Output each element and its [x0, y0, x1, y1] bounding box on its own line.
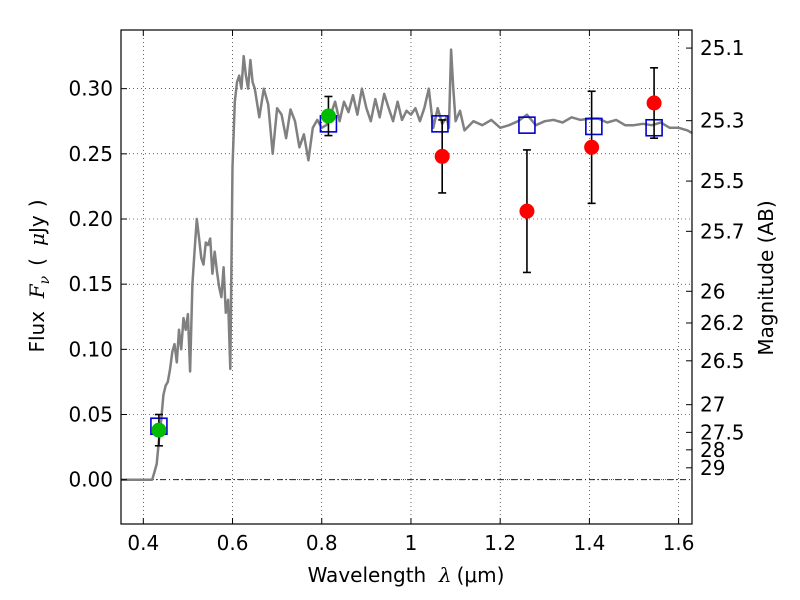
y2-tick-label: 25.1: [700, 36, 745, 60]
green-data-point: [151, 422, 167, 438]
y2-tick-label: 25.7: [700, 219, 745, 243]
plot-frame: [120, 29, 693, 525]
y2-tick-label: 27.5: [700, 420, 745, 444]
model-band-square: [431, 115, 449, 133]
red-data-point: [434, 148, 450, 164]
y-axis-label-symbol: F: [25, 283, 49, 299]
y-axis-label: Flux Fν ( μJy): [25, 199, 53, 352]
x-tick-label: 0.6: [217, 531, 249, 555]
y2-tick-label: 28: [700, 438, 725, 462]
x-tick-label: 0.4: [127, 531, 159, 555]
y2-axis-label: Magnitude (AB): [754, 200, 778, 355]
model-sed-line: [121, 48, 693, 481]
x-axis-label-symbol: λ: [438, 563, 452, 587]
y2-tick-label: 26.5: [700, 349, 745, 373]
grid: [121, 30, 692, 524]
y-tick-label: 0.10: [68, 337, 113, 361]
y-axis-label-mu: μ: [25, 233, 49, 246]
photometry-markers: [150, 66, 663, 447]
x-tick-label: 1.4: [573, 531, 605, 555]
y2-tick-label: 26.2: [700, 311, 745, 335]
y-tick-label: 0.00: [68, 468, 113, 492]
x-tick-label: 0.8: [306, 531, 338, 555]
y2-tick-label: 25.3: [700, 109, 745, 133]
model-band-square: [585, 117, 603, 136]
y-axis-label-subscript: ν: [37, 275, 53, 284]
y2-tick-label: 25.5: [700, 169, 745, 193]
y-tick-label: 0.25: [68, 142, 113, 166]
x-axis-label-unit: (μm): [457, 563, 505, 587]
model-sed-series: [121, 48, 693, 481]
x-axis-label: Wavelength λ (μm): [308, 563, 505, 587]
x-tick-label: 1.6: [663, 531, 695, 555]
axis-ticks: 0.4 0.6 0.8 1 1.2 1.4 1.6 0.00 0.05 0.10 0.15 0.20 0…: [68, 30, 745, 555]
y2-tick-label: 26: [700, 279, 725, 303]
y-tick-label: 0.30: [68, 77, 113, 101]
y-tick-label: 0.20: [68, 207, 113, 231]
y-tick-label: 0.15: [68, 272, 113, 296]
y-axis-label-close: ): [25, 199, 49, 207]
model-band-square: [518, 116, 536, 134]
red-data-point: [584, 139, 600, 155]
y-axis-label-text: Flux: [25, 298, 49, 352]
y2-tick-label: 27: [700, 393, 725, 417]
red-data-point: [519, 203, 535, 219]
y2-tick-label: 29: [700, 456, 725, 480]
x-axis-label-text: Wavelength: [308, 563, 439, 587]
x-tick-label: 1.2: [484, 531, 516, 555]
green-data-point: [320, 108, 336, 124]
red-data-point: [646, 95, 662, 111]
x-tick-label: 1: [405, 531, 418, 555]
y-axis-label-unit: Jy: [25, 215, 49, 235]
y-axis-label-open: (: [25, 258, 49, 266]
y-tick-label: 0.05: [68, 403, 113, 427]
